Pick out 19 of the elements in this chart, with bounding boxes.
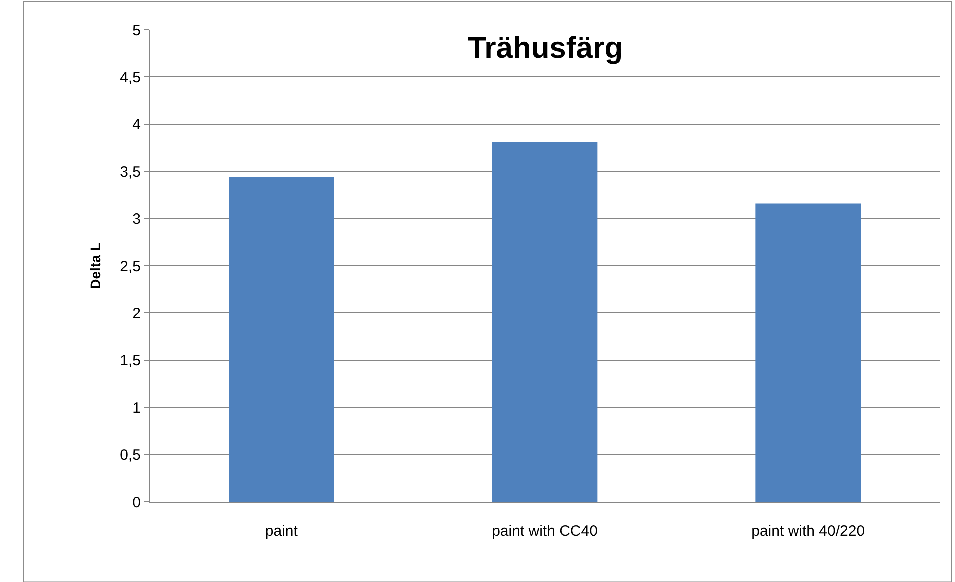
y-tick-label: 5 [132,22,141,40]
bar [756,204,861,502]
y-tick-label: 4 [132,116,141,134]
x-tick-label: paint with CC40 [492,523,598,540]
y-tick-label: 2,5 [120,258,141,276]
y-tick-label: 3 [132,211,141,228]
y-tick-label: 0,5 [120,447,141,464]
y-axis-title: Delta L [88,242,104,290]
x-tick-label: paint [265,523,299,540]
chart-title: Trähusfärg [468,32,624,65]
x-tick-label: paint with 40/220 [752,523,866,540]
y-tick-label: 1 [132,400,141,417]
y-tick-label: 2 [132,305,141,322]
bar [229,177,334,502]
y-tick-label: 3,5 [120,164,141,181]
bar [492,142,598,502]
y-tick-label: 1,5 [120,352,141,370]
y-tick-label: 4,5 [120,69,141,86]
y-tick-label: 0 [132,494,141,512]
